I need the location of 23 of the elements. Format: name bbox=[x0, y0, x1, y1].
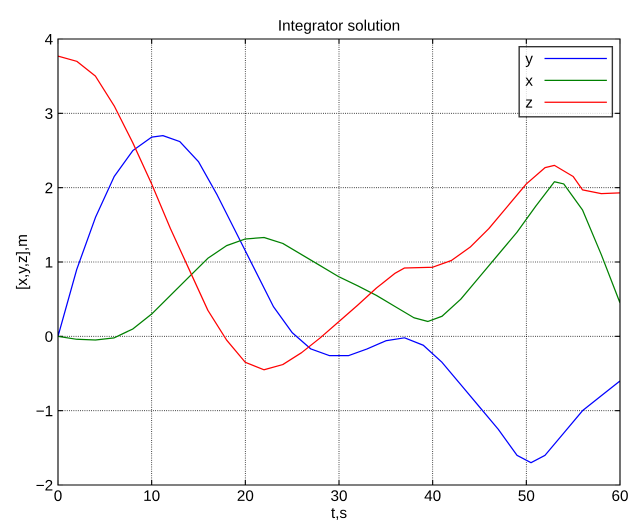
x-tick-label: 50 bbox=[518, 490, 534, 502]
line-series bbox=[58, 181, 620, 341]
y-tick-label: 1 bbox=[46, 257, 52, 268]
x-tick-label: 30 bbox=[331, 490, 347, 502]
x-tick-label: 40 bbox=[424, 490, 441, 502]
x-axis-title: t,s bbox=[331, 508, 347, 520]
x-tick-label: 0 bbox=[54, 490, 62, 502]
x-tick-label: 60 bbox=[612, 490, 628, 502]
y-axis-title: [x,y,z],m bbox=[16, 235, 30, 289]
chart-title: Integrator solution bbox=[279, 20, 400, 34]
y-tick-label: 2 bbox=[45, 182, 52, 194]
y-tick-label: −2 bbox=[36, 480, 52, 491]
legend-label: x bbox=[525, 78, 533, 86]
x-tick-label: 10 bbox=[144, 490, 160, 502]
y-tick-label: 4 bbox=[44, 34, 53, 45]
y-tick-label: −1 bbox=[36, 406, 52, 416]
legend-label: y bbox=[525, 56, 533, 67]
x-tick-label: 20 bbox=[238, 490, 254, 502]
legend-label: z bbox=[526, 100, 532, 108]
y-tick-label: 0 bbox=[45, 331, 53, 342]
y-tick-label: 3 bbox=[45, 108, 52, 120]
line-series bbox=[58, 135, 620, 464]
line-series bbox=[58, 55, 620, 370]
